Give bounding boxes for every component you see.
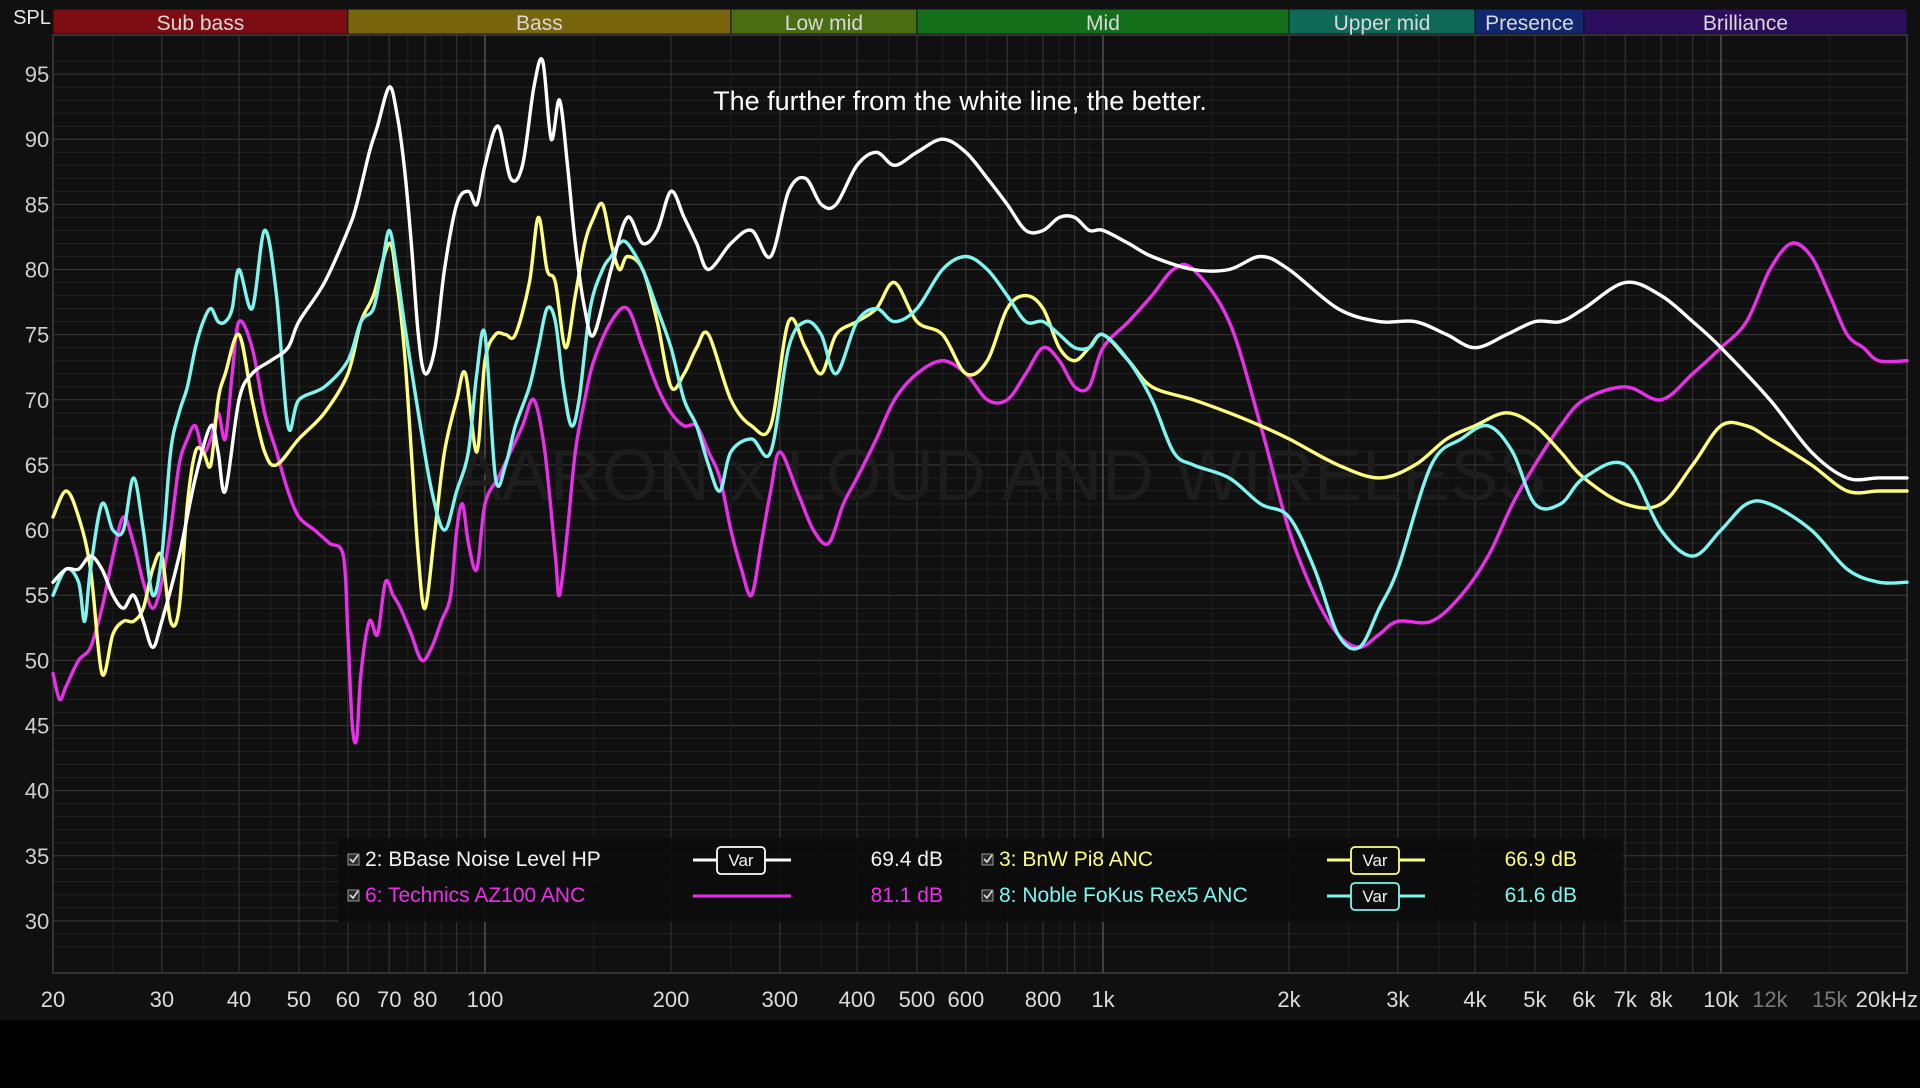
legend-item: 8: Noble FoKus Rex5 ANC Var 61.6 dB [981,882,1577,911]
x-tick-label: 1k [1091,987,1115,1012]
x-tick-label: 600 [948,987,985,1012]
x-tick-label: 20kHz [1856,987,1918,1012]
y-tick-label: 80 [25,258,49,283]
checkmark-icon [349,890,359,900]
legend-checkbox [347,889,360,902]
legend-value: 81.1 dB [871,884,943,907]
checkmark-icon [349,854,359,864]
x-tick-label: 800 [1025,987,1062,1012]
bottom-bar [0,1020,1920,1088]
x-tick-label: 80 [413,987,437,1012]
band-sub-bass [52,8,349,35]
x-tick-label: 4k [1463,987,1487,1012]
legend-var-label: Var [728,851,754,870]
legend-series-name: 6: Technics AZ100 ANC [365,884,585,907]
x-tick-label: 300 [761,987,798,1012]
legend-item: 3: BnW Pi8 ANC Var 66.9 dB [981,846,1577,875]
legend-series-name: 3: BnW Pi8 ANC [999,848,1153,871]
legend-checkbox [981,889,994,902]
watermark: AARON x LOUD AND WIRELESS [454,436,1546,516]
x-tick-label: 2k [1277,987,1301,1012]
x-tick-label: 100 [467,987,504,1012]
x-tick-label: 500 [899,987,936,1012]
y-tick-label: 35 [25,844,49,869]
legend-checkbox [981,853,994,866]
frequency-response-window: Sub bass Bass Low mid Mid Upper mid Presence B… [0,0,1920,1020]
y-tick-label: 45 [25,713,49,738]
legend-item: 6: Technics AZ100 ANC 81.1 dB [347,884,943,907]
plot-frame [52,34,1908,974]
y-tick-label: 75 [25,323,49,348]
legend-checkbox [347,853,360,866]
legend-var-label: Var [1362,887,1388,906]
band-label: Bass [516,12,563,35]
y-tick-label: 55 [25,583,49,608]
y-tick-label: 65 [25,453,49,478]
band-upper-mid [1288,8,1476,35]
y-tick-label: 85 [25,192,49,217]
x-tick-label: 6k [1572,987,1596,1012]
band-presence [1474,8,1585,35]
band-label: Upper mid [1334,12,1431,35]
legend-value: 69.4 dB [871,848,943,871]
series-line-1 [51,57,1909,649]
x-tick-label: 400 [839,987,876,1012]
y-tick-label: 50 [25,648,49,673]
legend-var-box [716,846,766,875]
checkmark-icon [983,890,993,900]
x-tick-label: 8k [1649,987,1673,1012]
x-tick-label: 15k [1812,987,1848,1012]
x-tick-label: 10k [1703,987,1739,1012]
y-axis-ticks: 95 90 85 80 75 70 65 60 55 50 45 40 35 30 [25,62,49,934]
y-tick-label: 90 [25,127,49,152]
x-tick-label: 30 [150,987,174,1012]
y-tick-label: 70 [25,388,49,413]
y-tick-label: 30 [25,909,49,934]
band-bass [347,8,732,35]
legend-series-name: 8: Noble FoKus Rex5 ANC [999,884,1248,907]
legend-background [338,838,1623,922]
y-tick-label: 95 [25,62,49,87]
band-label: Presence [1485,12,1574,35]
series-line-3 [51,241,1909,745]
chart-annotation: The further from the white line, the bet… [713,86,1207,116]
legend-series-name: 2: BBase Noise Level HP [365,848,601,871]
legend-var-box [1350,846,1400,875]
x-tick-label: 40 [227,987,251,1012]
x-tick-label: 70 [377,987,401,1012]
x-tick-label: 200 [653,987,690,1012]
x-tick-label: 5k [1523,987,1547,1012]
legend-value: 61.6 dB [1505,884,1577,907]
x-tick-label: 12k [1752,987,1788,1012]
y-tick-label: 40 [25,779,49,804]
band-label: Sub bass [157,12,245,35]
x-axis-ticks: 20 30 40 50 60 70 80 100 200 300 400 500 600 800 1k 2k 3… [41,987,1918,1012]
legend: 2: BBase Noise Level HP Var 69.4 dB 3: BnW … [338,838,1623,922]
band-label: Brilliance [1703,12,1788,35]
y-tick-label: 60 [25,518,49,543]
series-line-4 [51,228,1909,651]
x-tick-label: 60 [336,987,360,1012]
series-line-2 [51,201,1909,677]
series-lines [51,57,1909,745]
checkmark-icon [983,854,993,864]
x-tick-label: 20 [41,987,65,1012]
band-brilliance [1583,8,1908,35]
frequency-band-bar: Sub bass Bass Low mid Mid Upper mid Presence B… [52,8,1908,35]
band-mid [916,8,1290,35]
band-label: Mid [1086,12,1120,35]
y-axis-label: SPL [13,7,51,29]
frequency-response-chart: Sub bass Bass Low mid Mid Upper mid Presence B… [13,7,1918,1012]
x-tick-label: 50 [287,987,311,1012]
legend-var-label: Var [1362,851,1388,870]
legend-var-box [1350,882,1400,911]
x-tick-label: 3k [1386,987,1410,1012]
legend-item: 2: BBase Noise Level HP Var 69.4 dB [347,846,943,875]
band-label: Low mid [785,12,863,35]
x-tick-label: 7k [1614,987,1638,1012]
legend-value: 66.9 dB [1505,848,1577,871]
band-low-mid [730,8,918,35]
